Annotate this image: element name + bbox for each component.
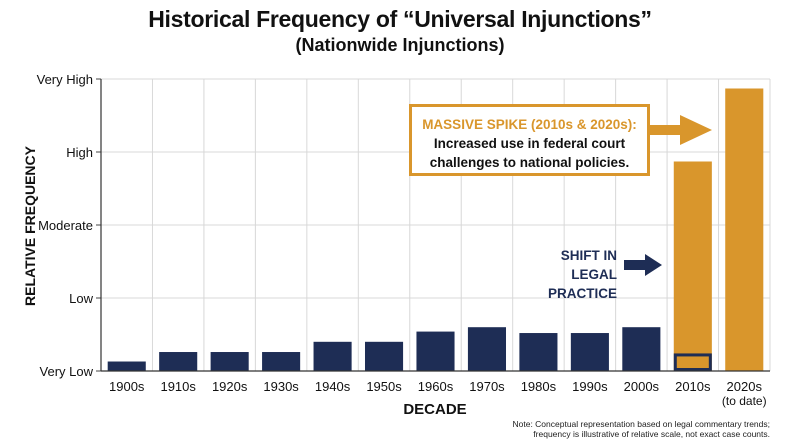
massive-spike-callout: MASSIVE SPIKE (2010s & 2020s): Increased… xyxy=(409,104,650,176)
shift-arrow xyxy=(624,254,662,276)
x-tick-label: 1950s xyxy=(366,379,402,394)
bar-2020s xyxy=(725,88,764,372)
shift-in-legal-practice-label: SHIFT IN LEGAL PRACTICE xyxy=(505,246,617,303)
bar-1990s xyxy=(570,333,609,371)
x-tick-label: 1920s xyxy=(212,379,248,394)
y-tick-label: Low xyxy=(69,291,93,306)
callout-body-line-1: Increased use in federal court xyxy=(433,136,626,151)
y-tick-label: Very Low xyxy=(40,364,94,379)
callout-body-line-2: challenges to national policies. xyxy=(429,155,630,170)
x-tick-label: 1990s xyxy=(572,379,608,394)
bar-1900s xyxy=(107,361,146,371)
y-tick-label: High xyxy=(66,145,93,160)
shift-label-line-2: LEGAL PRACTICE xyxy=(547,267,617,301)
chart-title: Historical Frequency of “Universal Injun… xyxy=(148,6,652,32)
x-tick-label: 2000s xyxy=(624,379,660,394)
bar-2010s xyxy=(673,161,712,371)
x-tick-label: 2020s xyxy=(727,379,763,394)
bar-1940s xyxy=(313,341,352,371)
y-tick-label: Moderate xyxy=(38,218,93,233)
x-tick-label: 1930s xyxy=(263,379,299,394)
x-tick-label: 1940s xyxy=(315,379,351,394)
bar-1980s xyxy=(519,333,558,371)
shift-label-line-1: SHIFT IN xyxy=(560,248,617,263)
bar-1910s xyxy=(159,352,198,371)
footnote-line-1: Note: Conceptual representation based on… xyxy=(512,419,770,429)
bar-1930s xyxy=(262,352,301,371)
x-tick-label: 1970s xyxy=(469,379,505,394)
baseline-marker-2010s xyxy=(673,353,712,372)
callout-arrow xyxy=(650,115,712,145)
x-tick-label: 1910s xyxy=(160,379,196,394)
x-tick-label: 1900s xyxy=(109,379,145,394)
bar-2000s xyxy=(622,327,661,371)
y-axis-label: RELATIVE FREQUENCY xyxy=(22,146,38,306)
y-tick-label: Very High xyxy=(37,72,93,87)
callout-heading: MASSIVE SPIKE (2010s & 2020s): xyxy=(422,117,637,132)
x-tick-label: 1980s xyxy=(521,379,557,394)
x-tick-label: 1960s xyxy=(418,379,454,394)
footnote-line-2: frequency is illustrative of relative sc… xyxy=(533,429,770,439)
x-tick-sublabel: (to date) xyxy=(722,394,767,408)
footnote: Note: Conceptual representation based on… xyxy=(470,419,770,439)
x-tick-label: 2010s xyxy=(675,379,711,394)
bar-1950s xyxy=(364,341,404,371)
chart-subtitle: (Nationwide Injunctions) xyxy=(295,35,505,55)
bar-1970s xyxy=(467,327,507,371)
bar-1960s xyxy=(416,331,455,371)
bar-1920s xyxy=(210,352,249,371)
x-axis-label: DECADE xyxy=(403,401,467,418)
